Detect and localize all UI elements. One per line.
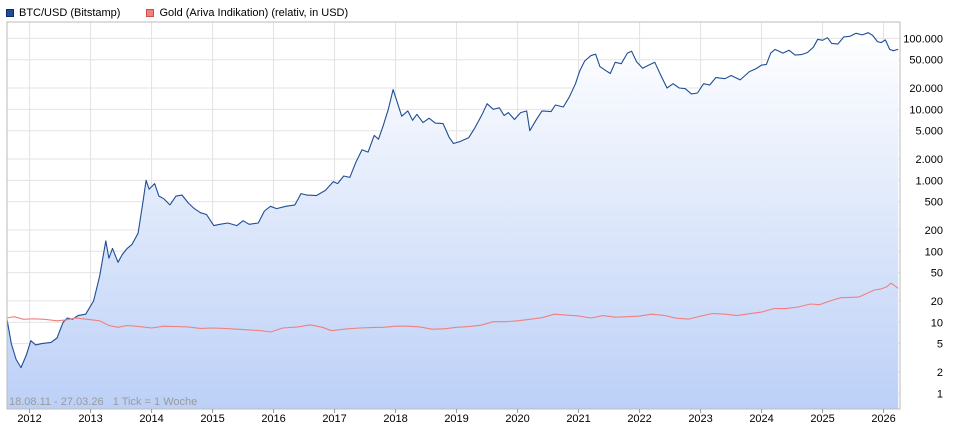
y-tick-label: 100	[925, 246, 943, 258]
y-tick-label: 50.000	[909, 55, 943, 67]
x-tick-label: 2024	[749, 413, 773, 425]
y-tick-label: 5.000	[915, 126, 943, 138]
y-tick-label: 200	[925, 225, 943, 237]
series-lines	[6, 32, 899, 369]
x-tick-label: 2017	[322, 413, 346, 425]
x-tick-label: 2020	[505, 413, 529, 425]
x-tick-label: 2016	[261, 413, 285, 425]
x-tick-label: 2013	[78, 413, 102, 425]
y-tick-label: 10	[931, 317, 943, 329]
y-tick-label: 2	[937, 367, 943, 379]
legend-label: BTC/USD (Bitstamp)	[19, 7, 121, 19]
x-tick-label: 2021	[566, 413, 590, 425]
x-tick-label: 2018	[383, 413, 407, 425]
x-axis: 2012 2013 2014 2015 2016 2017 2018 2019 2020 2021…	[17, 409, 896, 425]
y-tick-label: 20	[931, 296, 943, 308]
legend-item-0: BTC/USD (Bitstamp)	[6, 7, 120, 19]
y-tick-label: 100.000	[903, 33, 943, 45]
plot-border	[6, 21, 901, 410]
y-tick-label: 5	[937, 339, 943, 351]
legend-label: Gold (Ariva Indikation) (relativ, in USD…	[159, 7, 349, 19]
legend-item-1: Gold (Ariva Indikation) (relativ, in USD…	[146, 7, 348, 19]
y-tick-label: 50	[931, 268, 943, 280]
series-line-1	[6, 282, 899, 333]
x-tick-label: 2015	[200, 413, 224, 425]
y-tick-label: 10.000	[909, 104, 943, 116]
y-tick-label: 2.000	[915, 154, 943, 166]
x-tick-label: 2014	[139, 413, 163, 425]
date-range-footer: 18.08.11 - 27.03.26 1 Tick = 1 Woche	[9, 396, 197, 408]
btc-area-fill	[7, 32, 899, 409]
series-area-0	[7, 32, 899, 409]
x-tick-label: 2026	[871, 413, 895, 425]
legend-swatch	[146, 9, 155, 17]
y-tick-label: 20.000	[909, 83, 943, 95]
y-tick-label: 1.000	[915, 175, 943, 187]
y-tick-label: 500	[925, 197, 943, 209]
legend: BTC/USD (Bitstamp) Gold (Ariva Indikation…	[6, 6, 374, 20]
y-axis: 100.000 50.000 20.000 10.000 5.000 2.000 1.000…	[903, 33, 943, 400]
x-tick-label: 2025	[810, 413, 834, 425]
x-tick-label: 2019	[444, 413, 468, 425]
series-line-0	[6, 32, 899, 369]
x-tick-label: 2022	[627, 413, 651, 425]
legend-swatch	[6, 9, 14, 17]
y-tick-label: 1	[937, 388, 943, 400]
x-tick-label: 2012	[17, 413, 41, 425]
x-tick-label: 2023	[688, 413, 712, 425]
